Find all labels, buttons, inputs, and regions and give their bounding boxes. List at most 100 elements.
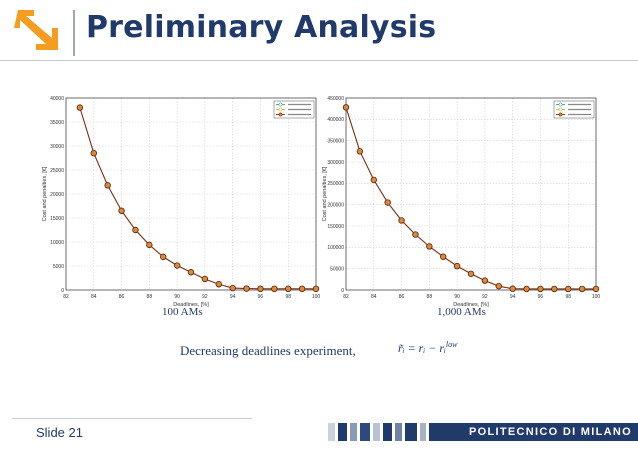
data-point xyxy=(201,275,209,283)
x-tick-label: 82 xyxy=(343,294,349,300)
data-point xyxy=(215,281,222,288)
slide-title: Preliminary Analysis xyxy=(86,10,437,45)
data-point xyxy=(173,262,181,269)
x-tick-label: 92 xyxy=(482,294,488,300)
caption-100-ams: 100 AMs xyxy=(162,306,203,318)
x-tick-label: 88 xyxy=(427,294,433,300)
legend-marker xyxy=(278,112,283,117)
polimi-arrow-logo xyxy=(14,10,58,50)
y-tick-label: 0 xyxy=(61,288,64,294)
y-tick-label: 50000 xyxy=(330,266,344,272)
x-tick-label: 84 xyxy=(371,294,377,300)
y-tick-label: 200000 xyxy=(327,202,344,208)
y-tick-label: 30000 xyxy=(50,144,64,150)
y-tick-label: 300000 xyxy=(327,160,344,166)
data-point xyxy=(90,150,97,157)
data-point xyxy=(481,277,489,284)
slide-number: Slide 21 xyxy=(36,425,83,440)
x-tick-label: 94 xyxy=(230,294,236,300)
y-axis-label: Cost and penalties, [€] xyxy=(42,166,48,221)
data-point xyxy=(229,284,236,292)
data-point xyxy=(565,285,572,293)
data-point xyxy=(243,285,250,292)
chart-1000-ams: 82 84 86 88 90 92 94 96 98 100 0 50000 100000 150000 2… xyxy=(322,96,600,308)
formula-main: r̃ᵢ = rᵢ − rᵢ xyxy=(398,341,446,355)
data-point xyxy=(370,176,377,184)
x-tick-label: 100 xyxy=(312,294,321,300)
data-point xyxy=(312,285,320,292)
y-tick-label: 350000 xyxy=(327,138,344,144)
y-tick-label: 25000 xyxy=(50,168,64,174)
data-point xyxy=(440,253,447,260)
formula-superscript: low xyxy=(445,340,458,349)
data-point xyxy=(384,199,391,206)
chart-100-ams: 82 84 86 88 90 92 94 96 98 100 0 5000 10000 15000 2000… xyxy=(42,96,321,308)
x-tick-label: 98 xyxy=(285,294,291,300)
legend-marker xyxy=(278,107,283,112)
plot-frame xyxy=(345,97,597,291)
data-point xyxy=(412,231,419,238)
data-point xyxy=(578,285,586,293)
y-tick-label: 150000 xyxy=(327,224,344,230)
data-point xyxy=(551,285,558,293)
x-tick-label: 98 xyxy=(565,294,571,300)
x-tick-label: 96 xyxy=(258,294,264,300)
header-rule xyxy=(0,60,638,61)
data-point xyxy=(509,285,516,292)
formula: r̃ᵢ = rᵢ − rᵢlow xyxy=(398,340,457,356)
data-point xyxy=(523,285,530,293)
y-tick-label: 0 xyxy=(341,288,344,294)
x-tick-label: 86 xyxy=(399,294,405,300)
x-tick-label: 96 xyxy=(538,294,544,300)
x-tick-label: 92 xyxy=(202,294,208,300)
y-tick-label: 250000 xyxy=(327,181,344,187)
x-tick-label: 94 xyxy=(510,294,516,300)
x-tick-label: 88 xyxy=(147,294,153,300)
y-tick-label: 40000 xyxy=(50,96,64,102)
data-point xyxy=(356,148,364,155)
x-tick-label: 84 xyxy=(91,294,97,300)
data-point xyxy=(118,207,125,214)
data-point xyxy=(146,241,153,249)
x-axis-label: Deadlines, [%] xyxy=(173,302,209,308)
x-tick-label: 90 xyxy=(454,294,460,300)
x-tick-label: 82 xyxy=(63,294,69,300)
header-divider xyxy=(73,10,75,56)
series-line xyxy=(345,107,596,290)
data-point xyxy=(398,217,405,224)
data-point xyxy=(104,182,111,189)
x-axis-label: Deadlines, [%] xyxy=(453,302,489,308)
x-tick-label: 90 xyxy=(174,294,180,300)
data-point xyxy=(298,285,306,292)
data-point xyxy=(592,285,600,293)
data-point xyxy=(426,243,433,250)
series-line xyxy=(79,107,316,290)
data-point xyxy=(467,270,475,277)
data-point xyxy=(285,285,292,292)
legend-marker xyxy=(558,107,563,112)
plot-frame xyxy=(65,97,317,291)
data-point xyxy=(453,262,461,270)
y-tick-label: 450000 xyxy=(327,96,344,102)
data-point xyxy=(160,253,167,261)
legend-marker xyxy=(278,102,283,107)
data-point xyxy=(76,104,84,111)
data-point xyxy=(132,226,139,234)
data-point xyxy=(257,285,264,292)
experiment-description: Decreasing deadlines experiment, xyxy=(180,343,356,358)
footer-rule xyxy=(12,418,252,419)
x-tick-label: 86 xyxy=(119,294,125,300)
data-point xyxy=(495,282,502,290)
y-tick-label: 5000 xyxy=(53,264,64,270)
y-tick-label: 400000 xyxy=(327,117,344,123)
data-point xyxy=(537,285,544,293)
y-tick-label: 15000 xyxy=(50,216,64,222)
y-tick-label: 20000 xyxy=(50,192,64,198)
y-axis-label: Cost and penalties, [€] xyxy=(322,166,328,221)
data-point xyxy=(271,285,278,292)
y-tick-label: 10000 xyxy=(50,240,64,246)
legend-marker xyxy=(558,112,563,117)
footer-squares-decoration xyxy=(328,423,447,441)
y-tick-label: 100000 xyxy=(327,245,344,251)
institution-band: POLITECNICO DI MILANO xyxy=(447,423,638,441)
